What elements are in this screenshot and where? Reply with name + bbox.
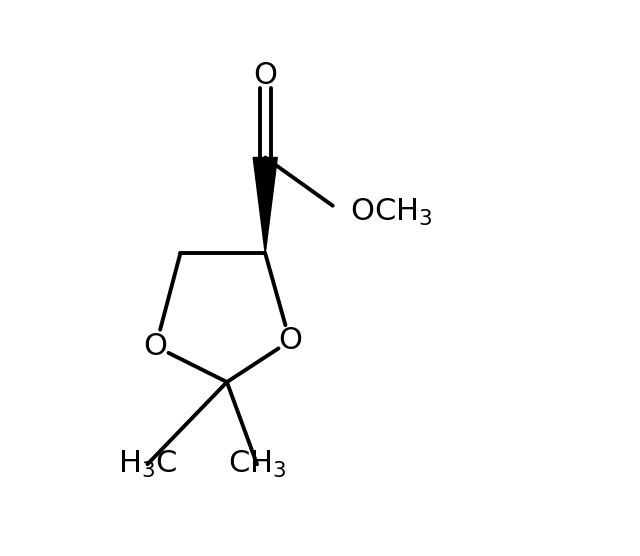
Text: CH$_3$: CH$_3$ (228, 449, 286, 480)
Text: O: O (144, 332, 168, 361)
Text: O: O (253, 61, 277, 90)
Text: H$_3$C: H$_3$C (118, 449, 177, 480)
Text: OCH$_3$: OCH$_3$ (350, 197, 433, 228)
Text: O: O (278, 326, 302, 355)
Polygon shape (253, 157, 277, 254)
